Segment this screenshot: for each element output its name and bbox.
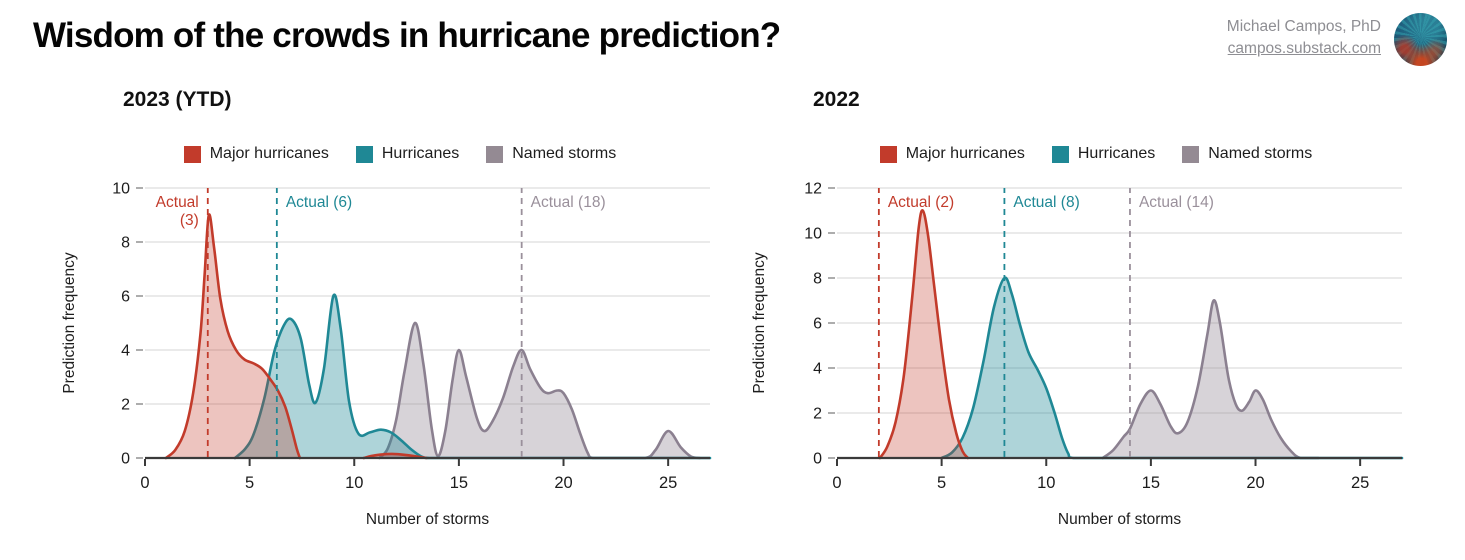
series-named-storms-area-0 bbox=[1102, 300, 1319, 458]
series-major-hurricanes-line-0 bbox=[878, 209, 970, 460]
ytick-label-2: 2 bbox=[813, 406, 822, 423]
actual-label-1-line0: Actual (8) bbox=[1013, 194, 1079, 211]
chart-2023-plot-holder: 0 2 4 6 8 10 0 5 10 15 20 25 Actual (3) Actual (6) Actu… bbox=[60, 174, 740, 559]
actual-label-2-line0: Actual (18) bbox=[531, 194, 606, 211]
xtick-label-10: 10 bbox=[345, 474, 363, 492]
ytick-label-0: 0 bbox=[813, 451, 822, 468]
legend-label-major-hurricanes: Major hurricanes bbox=[905, 145, 1025, 162]
chart-2022-plot-holder: 0 2 4 6 8 10 12 0 5 10 15 20 25 Actual (2) Actual (8) A… bbox=[750, 174, 1442, 559]
xtick-label-0: 0 bbox=[140, 474, 149, 492]
legend-item-named-storms: Named storms bbox=[486, 145, 616, 163]
actual-label-0-line1: (3) bbox=[180, 212, 199, 229]
xtick-label-5: 5 bbox=[937, 474, 946, 492]
ytick-label-4: 4 bbox=[121, 343, 130, 360]
legend-swatch-major-hurricanes bbox=[879, 145, 897, 163]
ytick-label-4: 4 bbox=[813, 361, 822, 378]
series-hurricanes-area-0 bbox=[941, 277, 1402, 458]
series-major-hurricanes-area-0 bbox=[879, 210, 968, 458]
actual-label-1-line0: Actual (6) bbox=[286, 194, 352, 211]
legend-item-major-hurricanes: Major hurricanes bbox=[879, 145, 1025, 163]
ytick-label-8: 8 bbox=[813, 271, 822, 288]
actual-label-0-line0: Actual bbox=[156, 194, 199, 211]
chart-2022-title: 2022 bbox=[813, 88, 860, 111]
xtick-label-5: 5 bbox=[245, 474, 254, 492]
ytick-label-10: 10 bbox=[112, 181, 130, 198]
xtick-label-25: 25 bbox=[1351, 474, 1369, 492]
xtick-label-15: 15 bbox=[450, 474, 468, 492]
legend-label-named-storms: Named storms bbox=[1208, 145, 1313, 162]
chart-2023-plot: 0 2 4 6 8 10 0 5 10 15 20 25 Actual(3) Actual (6) Actu… bbox=[61, 181, 712, 528]
y-axis-title: Prediction frequency bbox=[751, 252, 768, 394]
legend-swatch-named-storms bbox=[1182, 145, 1200, 163]
legend-swatch-named-storms bbox=[486, 145, 504, 163]
chart-2022-legend: Major hurricanes Hurricanes Named storms bbox=[750, 142, 1442, 166]
series-major-hurricanes-line-0 bbox=[164, 213, 302, 460]
legend-swatch-major-hurricanes bbox=[183, 145, 201, 163]
legend-item-major-hurricanes: Major hurricanes bbox=[183, 145, 329, 163]
page-title: Wisdom of the crowds in hurricane predic… bbox=[33, 16, 781, 55]
ytick-label-12: 12 bbox=[804, 181, 822, 198]
xtick-label-10: 10 bbox=[1037, 474, 1055, 492]
author-link[interactable]: campos.substack.com bbox=[1227, 40, 1381, 58]
chart-2023-title: 2023 (YTD) bbox=[123, 88, 232, 111]
legend-swatch-hurricanes bbox=[1051, 145, 1069, 163]
ytick-label-8: 8 bbox=[121, 235, 130, 252]
ytick-label-6: 6 bbox=[121, 289, 130, 306]
ytick-label-2: 2 bbox=[121, 397, 130, 414]
ytick-label-6: 6 bbox=[813, 316, 822, 333]
legend-label-hurricanes: Hurricanes bbox=[1077, 145, 1156, 162]
legend-label-named-storms: Named storms bbox=[512, 145, 617, 162]
chart-2023: 2023 (YTD) Major hurricanes Hurricanes Nam… bbox=[60, 88, 740, 559]
x-axis-title: Number of storms bbox=[1058, 511, 1181, 528]
x-axis-title: Number of storms bbox=[366, 511, 489, 528]
actual-label-2-line0: Actual (14) bbox=[1139, 194, 1214, 211]
xtick-label-15: 15 bbox=[1142, 474, 1160, 492]
chart-2022: 2022 Major hurricanes Hurricanes Named sto… bbox=[750, 88, 1442, 559]
legend-item-hurricanes: Hurricanes bbox=[1051, 145, 1156, 163]
legend-item-hurricanes: Hurricanes bbox=[355, 145, 460, 163]
author-avatar bbox=[1394, 13, 1447, 66]
legend-item-named-storms: Named storms bbox=[1182, 145, 1312, 163]
legend-label-major-hurricanes: Major hurricanes bbox=[209, 145, 329, 162]
series-named-storms-line-0 bbox=[1101, 299, 1320, 460]
actual-label-0-line0: Actual (2) bbox=[888, 194, 954, 211]
author-name: Michael Campos, PhD bbox=[1226, 18, 1381, 35]
author-block: Michael Campos, PhD campos.substack.com bbox=[1227, 16, 1381, 61]
series-hurricanes-area-0 bbox=[234, 294, 711, 458]
legend-label-hurricanes: Hurricanes bbox=[381, 145, 460, 162]
y-axis-title: Prediction frequency bbox=[61, 252, 78, 394]
series-named-storms-area-0 bbox=[379, 322, 700, 458]
legend-swatch-hurricanes bbox=[355, 145, 373, 163]
chart-2022-plot: 0 2 4 6 8 10 12 0 5 10 15 20 25 Actual (2) Actual (8) A… bbox=[751, 181, 1404, 528]
series-major-hurricanes-area-0 bbox=[165, 214, 300, 458]
xtick-label-20: 20 bbox=[554, 474, 572, 492]
xtick-label-0: 0 bbox=[832, 474, 841, 492]
chart-2023-legend: Major hurricanes Hurricanes Named storms bbox=[60, 142, 740, 166]
ytick-label-0: 0 bbox=[121, 451, 130, 468]
ytick-label-10: 10 bbox=[804, 226, 822, 243]
xtick-label-25: 25 bbox=[659, 474, 677, 492]
xtick-label-20: 20 bbox=[1246, 474, 1264, 492]
